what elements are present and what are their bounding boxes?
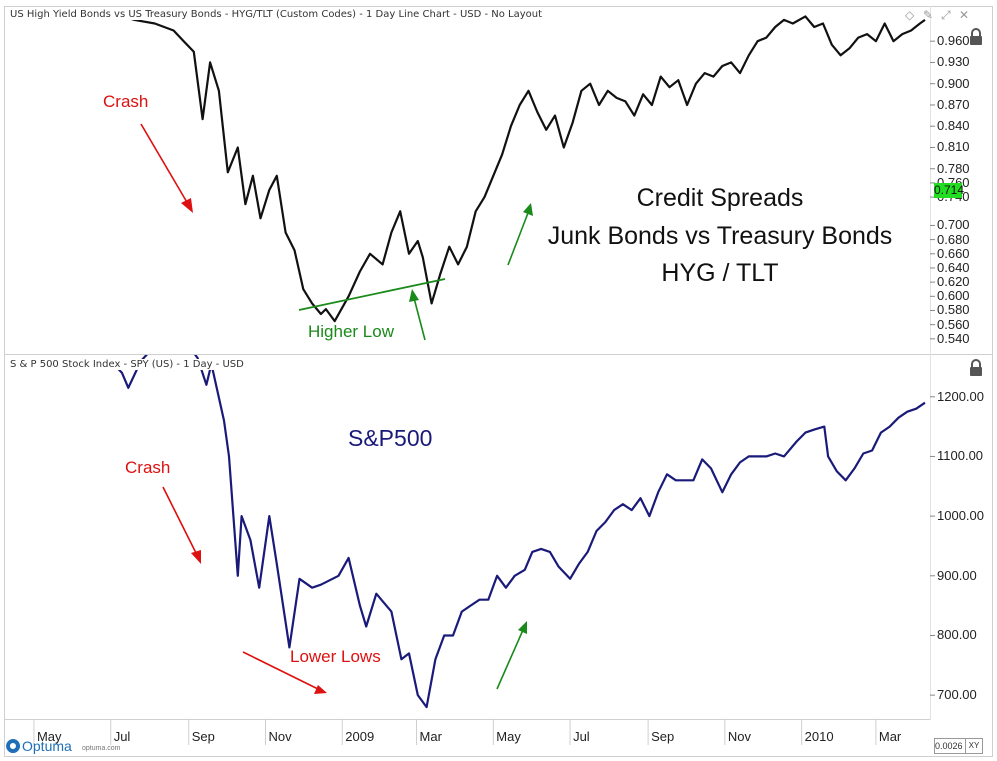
y-tick-label: 0.780 [937,160,970,176]
pin-icon[interactable]: ◇ [905,8,915,22]
top-chart-title: US High Yield Bonds vs US Treasury Bonds… [8,9,545,20]
y-tick-label: 0.560 [937,316,970,332]
up-arrowhead-bottom [518,621,527,634]
annotation-title-line2: Junk Bonds vs Treasury Bonds [547,222,893,250]
y-tick-label: 0.540 [937,330,970,346]
spx-annotation-title: S&P500 [348,425,433,451]
crash-arrowhead-top [181,198,193,213]
higher-low-trendline [298,278,446,311]
higher-low-arrow [413,297,426,341]
x-tick-label: May [496,729,521,744]
y-tick-label: 0.870 [937,96,970,112]
crash-label-bottom: Crash [125,458,171,477]
crash-label-top: Crash [103,92,149,111]
close-icon[interactable]: ✕ [959,8,970,22]
x-tick-label: Nov [727,729,751,744]
y-tick-label: 1000.00 [937,508,984,524]
y-tick-label: 0.620 [937,274,970,290]
x-tick-label: Jul [573,729,590,744]
x-tick-label: Mar [878,729,902,744]
lower-lows-label: Lower Lows [290,647,381,666]
y-tick-label: 0.580 [937,302,970,318]
brand-name: Optuma [22,738,72,754]
x-tick-label: Sep [191,729,215,744]
crash-arrowhead-bottom [191,550,201,564]
zoom-field[interactable]: 0.0026 [934,738,966,754]
optuma-logo-icon [6,739,21,753]
y-tick-label: 900.00 [937,567,977,583]
y-tick-label: 0.900 [937,75,970,91]
annotation-arrows [140,123,533,694]
y-tick-label: 700.00 [937,687,977,703]
bottom-y-tickmarks [930,396,935,696]
y-tick-label: 0.700 [937,217,970,233]
x-tick-label: Nov [268,729,292,744]
crash-arrow-top [140,123,189,205]
lock-icon[interactable] [969,359,983,377]
edit-icon[interactable]: ✎ [923,8,934,22]
last-price-badge: 0.714 [934,183,965,198]
up-arrowhead-top [523,203,533,216]
y-tick-label: 0.680 [937,231,970,247]
higher-low-arrowhead [409,289,419,302]
series-line-hyg-tlt [110,11,926,323]
y-tick-label: 0.930 [937,54,970,70]
x-tick-label: May [36,729,62,744]
lower-lows-arrow [242,651,319,690]
y-tick-label: 0.640 [937,259,970,275]
annotation-title-line3: HYG / TLT [661,259,779,287]
xy-toggle-button[interactable]: XY [965,738,983,754]
up-arrow-top [507,212,529,266]
higher-low-label: Higher Low [308,322,394,341]
y-tick-label: 1200.00 [937,388,984,404]
lower-lows-arrowhead [314,685,327,694]
x-tick-label: 2009 [345,729,375,744]
x-tick-label: Jul [113,729,131,744]
x-tick-label: Sep [651,729,675,744]
brand-url: optuma.com [82,745,121,752]
x-tick-label: Mar [419,729,442,744]
outer-frame [4,6,993,757]
y-tick-label: 0.600 [937,288,970,304]
crash-arrow-bottom [162,486,198,556]
top-y-tickmarks [930,40,935,340]
lock-icon[interactable] [969,28,983,46]
expand-icon[interactable]: ⤢ [941,8,951,22]
y-tick-label: 800.00 [937,627,977,643]
x-tick-label: 2010 [804,729,834,744]
x-tickmarks [33,719,877,745]
y-tick-label: 0.810 [937,139,970,155]
bottom-chart-title: S & P 500 Stock Index - SPY (US) - 1 Day… [8,359,246,370]
y-tick-label: 0.660 [937,245,970,261]
annotation-title-line1: Credit Spreads [636,184,804,212]
up-arrow-bottom [496,629,524,690]
y-tick-label: 1100.00 [937,448,984,464]
series-line-spx [109,355,926,709]
y-tick-label: 0.960 [937,33,970,49]
y-tick-label: 0.840 [937,118,970,134]
